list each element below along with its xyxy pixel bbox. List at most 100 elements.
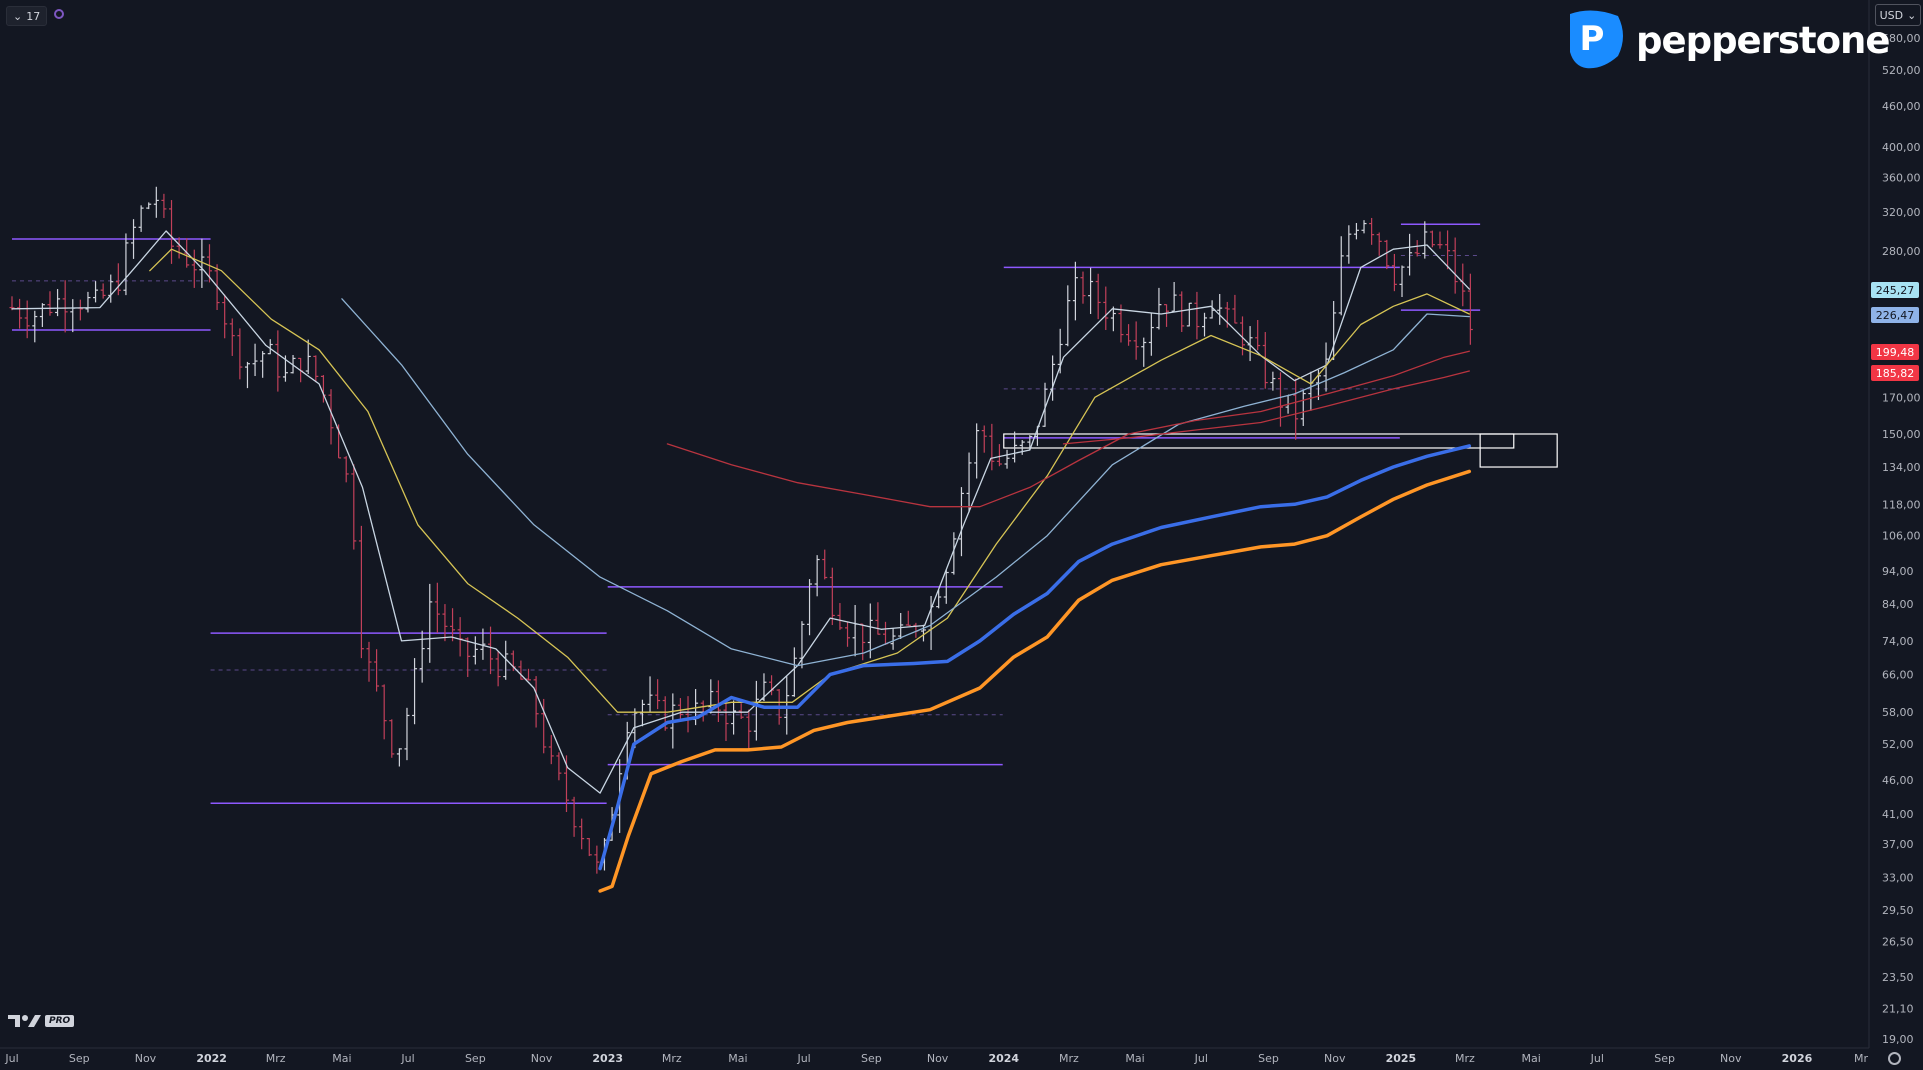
candle-up bbox=[1004, 449, 1010, 469]
candle-up bbox=[958, 487, 964, 557]
x-tick-label: Sep bbox=[1258, 1052, 1279, 1065]
ma-yellow-line bbox=[149, 248, 1470, 713]
candle-down bbox=[374, 649, 380, 692]
indicator-settings-icon[interactable] bbox=[54, 9, 64, 19]
y-tick-label: 23,50 bbox=[1882, 971, 1914, 984]
candle-up bbox=[1270, 371, 1276, 391]
candle-down bbox=[358, 525, 364, 659]
y-tick-label: 360,00 bbox=[1882, 172, 1921, 185]
candle-up bbox=[32, 310, 38, 343]
candle-down bbox=[275, 330, 281, 392]
candle-down bbox=[351, 464, 357, 550]
gear-icon[interactable] bbox=[1888, 1052, 1901, 1065]
candle-down bbox=[495, 651, 501, 687]
chevron-down-icon: ⌄ bbox=[13, 9, 23, 23]
x-tick-label: Nov bbox=[927, 1052, 949, 1065]
candle-up bbox=[1300, 389, 1306, 426]
support-zone-box bbox=[1479, 433, 1558, 468]
candle-up bbox=[252, 343, 258, 377]
y-tick-label: 280,00 bbox=[1882, 245, 1921, 258]
candle-down bbox=[1293, 378, 1299, 440]
candle-up bbox=[93, 281, 99, 303]
y-tick-label: 320,00 bbox=[1882, 206, 1921, 219]
y-tick-label: 520,00 bbox=[1882, 64, 1921, 77]
x-tick-label: Mai bbox=[1521, 1052, 1540, 1065]
y-tick-label: 19,00 bbox=[1882, 1033, 1914, 1046]
y-tick-label: 41,00 bbox=[1882, 808, 1914, 821]
candle-up bbox=[898, 612, 904, 639]
candle-up bbox=[1148, 313, 1154, 356]
candle-down bbox=[1445, 230, 1451, 270]
candle-down bbox=[457, 617, 463, 657]
x-tick-label: Sep bbox=[861, 1052, 882, 1065]
candle-up bbox=[1012, 431, 1018, 463]
candle-down bbox=[381, 684, 387, 740]
candles bbox=[9, 186, 1473, 874]
candle-down bbox=[191, 249, 197, 288]
candle-down bbox=[989, 423, 995, 471]
candle-down bbox=[533, 676, 539, 728]
interval-label: 17 bbox=[26, 9, 41, 23]
candle-down bbox=[700, 700, 706, 722]
candle-up bbox=[404, 707, 410, 761]
candle-down bbox=[883, 621, 889, 645]
x-tick-label: Sep bbox=[465, 1052, 486, 1065]
candle-down bbox=[1255, 320, 1261, 351]
horizontal-levels bbox=[12, 223, 1481, 805]
candle-down bbox=[389, 719, 395, 758]
candle-down bbox=[1452, 237, 1458, 294]
x-tick-label: Mrz bbox=[1455, 1052, 1475, 1065]
candle-down bbox=[229, 318, 235, 356]
x-tick-label: Jul bbox=[796, 1052, 810, 1065]
candle-up bbox=[791, 647, 797, 697]
candle-up bbox=[480, 628, 486, 660]
candle-down bbox=[518, 660, 524, 680]
price-axis[interactable]: 580,00 520,00 460,00 400,00 360,00 320,00 280,… bbox=[1882, 32, 1921, 1046]
y-tick-label: 74,00 bbox=[1882, 635, 1914, 648]
candle-down bbox=[541, 698, 547, 754]
y-tick-label: 460,00 bbox=[1882, 100, 1921, 113]
candle-down bbox=[715, 680, 721, 723]
candle-down bbox=[746, 709, 752, 751]
interval-button[interactable]: ⌄ 17 bbox=[6, 6, 48, 26]
x-tick-label: Mai bbox=[1125, 1052, 1144, 1065]
candle-up bbox=[1361, 220, 1367, 234]
y-tick-label: 118,00 bbox=[1882, 498, 1921, 511]
candle-down bbox=[161, 193, 167, 219]
x-tick-label: Nov bbox=[1720, 1052, 1742, 1065]
time-axis[interactable]: Jul Sep Nov 2022 Mrz Mai Jul Sep Nov 2023 Mrz Mai Ju… bbox=[4, 1052, 1868, 1065]
candle-down bbox=[723, 702, 729, 741]
candle-down bbox=[586, 838, 592, 857]
candle-up bbox=[244, 361, 250, 389]
candle-down bbox=[100, 283, 106, 299]
candle-down bbox=[465, 637, 471, 677]
candle-up bbox=[890, 628, 896, 650]
y-tick-label: 29,50 bbox=[1882, 904, 1914, 917]
logo-letter: P bbox=[1580, 19, 1605, 59]
y-tick-label: 94,00 bbox=[1882, 565, 1914, 578]
candle-up bbox=[966, 452, 972, 513]
x-tick-label: 2023 bbox=[592, 1052, 623, 1065]
candle-down bbox=[655, 679, 661, 710]
x-tick-label: Jul bbox=[4, 1052, 18, 1065]
candle-down bbox=[1437, 231, 1443, 249]
candle-down bbox=[822, 549, 828, 580]
candle-down bbox=[875, 602, 881, 635]
y-tick-label: 580,00 bbox=[1882, 32, 1921, 45]
currency-selector[interactable]: USD ⌄ bbox=[1875, 4, 1921, 26]
candle-down bbox=[1369, 217, 1375, 245]
candle-up bbox=[146, 202, 152, 210]
x-tick-label: Mrz bbox=[1059, 1052, 1079, 1065]
candle-up bbox=[1399, 265, 1405, 297]
candle-up bbox=[1156, 287, 1162, 330]
candle-down bbox=[738, 703, 744, 720]
candle-up bbox=[807, 579, 813, 636]
candle-up bbox=[1338, 236, 1344, 316]
candle-up bbox=[731, 700, 737, 735]
candle-up bbox=[1323, 342, 1329, 392]
candle-up bbox=[852, 605, 858, 657]
y-tick-label: 66,00 bbox=[1882, 668, 1914, 681]
candle-up bbox=[108, 274, 114, 303]
candle-up bbox=[1217, 293, 1223, 325]
